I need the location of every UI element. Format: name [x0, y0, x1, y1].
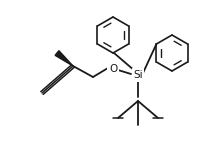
- Polygon shape: [55, 51, 73, 66]
- Text: O: O: [109, 64, 117, 74]
- Text: Si: Si: [133, 70, 143, 80]
